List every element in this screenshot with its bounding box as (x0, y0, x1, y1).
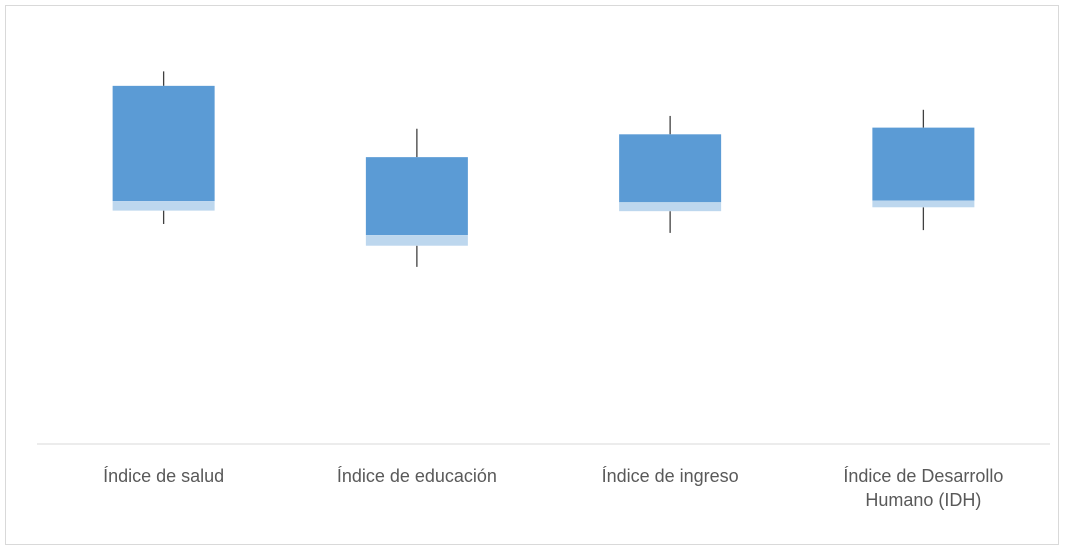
upper-box (619, 134, 722, 203)
category-label-3: Índice de ingreso (601, 466, 739, 486)
box-3 (619, 115, 722, 233)
box-plot-chart (37, 71, 1050, 445)
category-label-1: Índice de salud (103, 466, 225, 486)
upper-box (872, 127, 975, 201)
box-1 (112, 71, 215, 224)
lower-box (619, 202, 722, 212)
lower-box (365, 235, 468, 246)
upper-box (112, 85, 215, 202)
category-label-2: Índice de educación (336, 466, 497, 486)
box-2 (365, 128, 468, 267)
box-4 (872, 109, 975, 231)
lower-box (872, 200, 975, 208)
upper-box (365, 157, 468, 236)
category-label-4: Índice de Desarrollo Humano (IDH) (843, 466, 1004, 510)
lower-box (112, 201, 215, 211)
